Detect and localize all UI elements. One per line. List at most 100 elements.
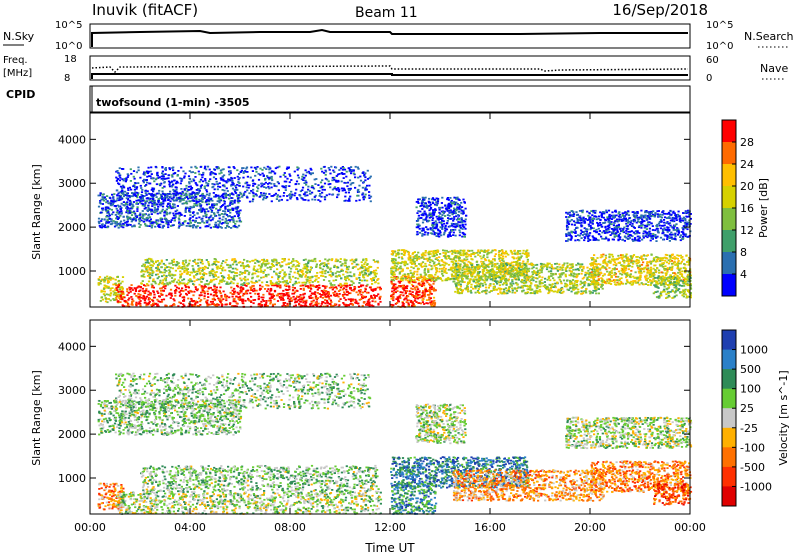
power-cell xyxy=(268,297,271,300)
power-cell xyxy=(129,290,132,293)
power-cell xyxy=(227,266,230,269)
power-cell xyxy=(342,287,345,290)
power-cell xyxy=(221,303,224,306)
power-cell xyxy=(114,278,117,281)
power-cell xyxy=(195,263,198,265)
power-cell xyxy=(446,222,449,224)
power-cell xyxy=(333,265,336,267)
power-cell xyxy=(328,274,332,276)
power-cell xyxy=(321,296,324,299)
power-cell xyxy=(290,297,293,299)
power-cell xyxy=(179,267,182,269)
nsky-panel: N.Sky 10^5 10^0 N.Search 10^5 10^0 xyxy=(3,20,794,52)
power-cell xyxy=(232,219,235,222)
power-cell xyxy=(397,300,400,303)
power-cell xyxy=(328,286,331,289)
power-cell xyxy=(352,169,355,172)
power-cell xyxy=(111,277,114,280)
power-cell xyxy=(138,226,141,228)
power-cell xyxy=(215,271,218,273)
power-cell xyxy=(219,298,222,300)
power-cell xyxy=(447,251,450,253)
power-cell xyxy=(248,192,251,195)
power-cell xyxy=(209,206,212,209)
power-cell xyxy=(192,205,195,207)
power-cell xyxy=(229,179,232,182)
power-cell xyxy=(423,295,426,298)
power-cell xyxy=(284,274,287,277)
power-cell xyxy=(327,180,330,183)
power-cell xyxy=(143,178,146,181)
power-cell xyxy=(224,294,227,297)
power-cell xyxy=(313,303,316,306)
power-cell xyxy=(231,202,234,205)
power-cell xyxy=(414,295,417,297)
power-cell xyxy=(336,196,339,199)
power-cell xyxy=(247,186,250,189)
power-cell xyxy=(390,276,393,279)
power-cell xyxy=(198,180,201,183)
power-cell xyxy=(106,195,109,197)
power-cell xyxy=(201,266,205,269)
power-cell xyxy=(289,196,292,199)
power-cell xyxy=(443,264,446,267)
power-cell xyxy=(97,283,100,286)
power-cell xyxy=(407,258,410,261)
power-cell xyxy=(245,282,248,285)
power-cell xyxy=(397,256,401,259)
power-cell xyxy=(145,289,148,292)
power-cell xyxy=(153,180,156,183)
power-cell xyxy=(466,273,469,275)
power-cell xyxy=(126,217,129,220)
power-cell xyxy=(171,217,174,220)
power-cell xyxy=(143,265,146,268)
power-cell xyxy=(502,260,505,263)
power-cell xyxy=(156,290,159,293)
power-cell xyxy=(135,199,138,202)
power-cell xyxy=(220,299,223,302)
power-cell xyxy=(181,197,184,200)
power-cell xyxy=(402,294,405,297)
power-cell xyxy=(131,304,134,306)
power-cell xyxy=(278,295,281,298)
power-cell xyxy=(480,260,483,263)
power-cell xyxy=(207,210,210,213)
power-cell xyxy=(309,290,312,293)
power-cell xyxy=(260,263,263,265)
power-cell xyxy=(188,200,191,203)
power-cell xyxy=(364,261,367,264)
power-cell xyxy=(211,199,214,202)
power-cell xyxy=(192,224,195,226)
power-cell xyxy=(309,305,312,307)
power-cell xyxy=(188,218,191,221)
power-cell xyxy=(327,292,330,295)
power-cell xyxy=(278,272,281,275)
power-cell xyxy=(256,268,259,271)
power-cell xyxy=(171,280,174,283)
power-cell xyxy=(438,262,441,265)
power-cell xyxy=(168,269,171,272)
power-cell xyxy=(443,249,446,252)
power-cell xyxy=(175,197,178,199)
power-cell xyxy=(198,297,201,300)
power-cell xyxy=(113,193,116,195)
power-cell xyxy=(412,262,415,265)
power-cell xyxy=(164,194,167,196)
power-cell xyxy=(286,177,289,180)
power-cell xyxy=(177,279,180,282)
power-cell xyxy=(168,270,172,273)
power-cell xyxy=(111,222,114,225)
power-cell xyxy=(245,290,248,293)
power-cell xyxy=(330,301,333,303)
power-cell xyxy=(102,293,105,295)
power-cell xyxy=(127,212,130,215)
power-cell xyxy=(256,259,259,262)
power-cell xyxy=(141,265,144,267)
power-cell xyxy=(203,295,206,297)
power-cell xyxy=(342,187,345,190)
power-cell xyxy=(105,210,108,213)
power-cell xyxy=(122,215,125,218)
power-cell xyxy=(277,282,280,285)
power-cell xyxy=(160,292,163,295)
power-cell xyxy=(231,258,234,261)
